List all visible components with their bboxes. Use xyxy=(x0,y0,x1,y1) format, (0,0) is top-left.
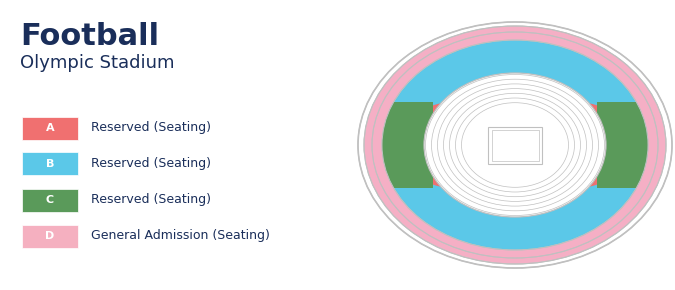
Ellipse shape xyxy=(372,32,658,258)
Text: B: B xyxy=(46,159,54,169)
Text: A: A xyxy=(46,123,54,133)
Bar xyxy=(491,130,539,160)
Bar xyxy=(382,102,433,188)
Ellipse shape xyxy=(382,40,648,250)
Ellipse shape xyxy=(358,22,672,268)
FancyBboxPatch shape xyxy=(22,117,78,139)
Bar xyxy=(597,102,648,188)
Text: D: D xyxy=(45,231,55,241)
FancyBboxPatch shape xyxy=(22,224,78,247)
Ellipse shape xyxy=(382,95,648,195)
Ellipse shape xyxy=(424,73,606,217)
Text: Reserved (Seating): Reserved (Seating) xyxy=(91,157,211,171)
Text: Reserved (Seating): Reserved (Seating) xyxy=(91,193,211,206)
Text: Football: Football xyxy=(20,22,159,51)
Text: Olympic Stadium: Olympic Stadium xyxy=(20,54,175,72)
Bar xyxy=(488,126,542,164)
Text: Reserved (Seating): Reserved (Seating) xyxy=(91,122,211,135)
Text: General Admission (Seating): General Admission (Seating) xyxy=(91,229,270,242)
FancyBboxPatch shape xyxy=(22,188,78,211)
Text: C: C xyxy=(46,195,54,205)
Ellipse shape xyxy=(364,26,666,264)
FancyBboxPatch shape xyxy=(22,153,78,175)
